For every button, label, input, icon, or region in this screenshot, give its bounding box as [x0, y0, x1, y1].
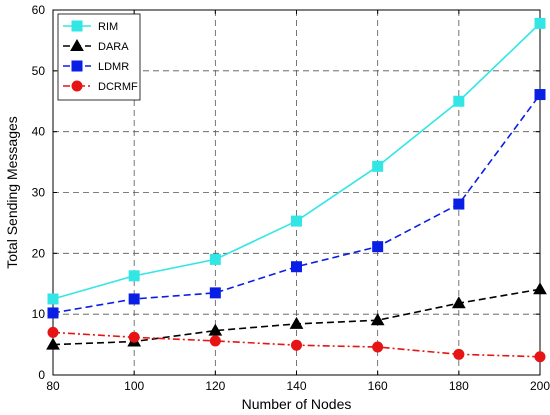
y-tick-label: 40 — [32, 125, 46, 139]
x-tick-label: 80 — [46, 379, 60, 393]
data-point-dcrmf — [291, 339, 302, 351]
legend-marker-rim — [71, 20, 83, 32]
data-point-rim — [209, 253, 221, 265]
data-point-dara — [208, 323, 223, 336]
axis-ticks: 80 100 120 140 160 180 200 0 10 20 30 40 50 60 — [32, 3, 550, 393]
data-point-dara — [370, 313, 385, 326]
data-point-rim — [47, 293, 59, 305]
data-point-dcrmf — [47, 326, 59, 338]
data-point-ldmr — [128, 293, 140, 305]
x-tick-label: 120 — [205, 379, 225, 393]
grid — [53, 10, 540, 375]
legend: RIM DARA LDMR DCRMF — [57, 13, 141, 101]
data-point-dcrmf — [534, 351, 546, 363]
data-point-ldmr — [372, 241, 384, 253]
series-ldmr — [47, 89, 546, 319]
x-tick-label: 200 — [530, 379, 550, 393]
y-tick-label: 60 — [32, 3, 46, 17]
data-point-rim — [291, 215, 302, 227]
data-point-ldmr — [209, 287, 221, 299]
data-point-ldmr — [453, 198, 465, 210]
legend-marker-ldmr — [71, 60, 83, 72]
data-point-dara — [289, 316, 304, 329]
y-tick-label: 0 — [38, 368, 45, 382]
data-point-dcrmf — [128, 331, 140, 343]
y-tick-label: 20 — [32, 246, 46, 260]
y-tick-label: 50 — [32, 64, 46, 78]
data-point-dcrmf — [453, 348, 465, 360]
x-axis-label: Number of Nodes — [242, 396, 352, 412]
y-tick-label: 30 — [32, 186, 46, 200]
y-axis-label: Total Sending Messages — [4, 116, 20, 269]
data-point-rim — [453, 95, 465, 107]
data-point-dcrmf — [372, 341, 384, 353]
data-point-dara — [46, 337, 60, 350]
x-tick-label: 140 — [286, 379, 306, 393]
legend-label-dara: DARA — [98, 41, 129, 53]
x-tick-label: 100 — [124, 379, 144, 393]
data-point-ldmr — [47, 307, 59, 319]
legend-marker-dcrmf — [71, 80, 83, 92]
x-tick-label: 160 — [368, 379, 388, 393]
series-dcrmf — [47, 326, 546, 363]
legend-label-ldmr: LDMR — [98, 61, 129, 73]
y-tick-label: 10 — [32, 307, 46, 321]
legend-label-rim: RIM — [98, 21, 118, 33]
data-point-ldmr — [534, 89, 546, 101]
data-point-dara — [451, 296, 466, 309]
x-tick-label: 180 — [449, 379, 469, 393]
data-point-rim — [534, 17, 546, 29]
data-point-rim — [372, 160, 384, 172]
series-rim — [47, 17, 546, 305]
data-point-ldmr — [291, 261, 302, 273]
data-point-dcrmf — [209, 335, 221, 347]
series-group — [46, 17, 547, 363]
legend-label-dcrmf: DCRMF — [98, 81, 138, 93]
data-point-rim — [128, 270, 140, 282]
legend-marker-dara — [70, 38, 84, 51]
data-point-dara — [533, 282, 547, 295]
